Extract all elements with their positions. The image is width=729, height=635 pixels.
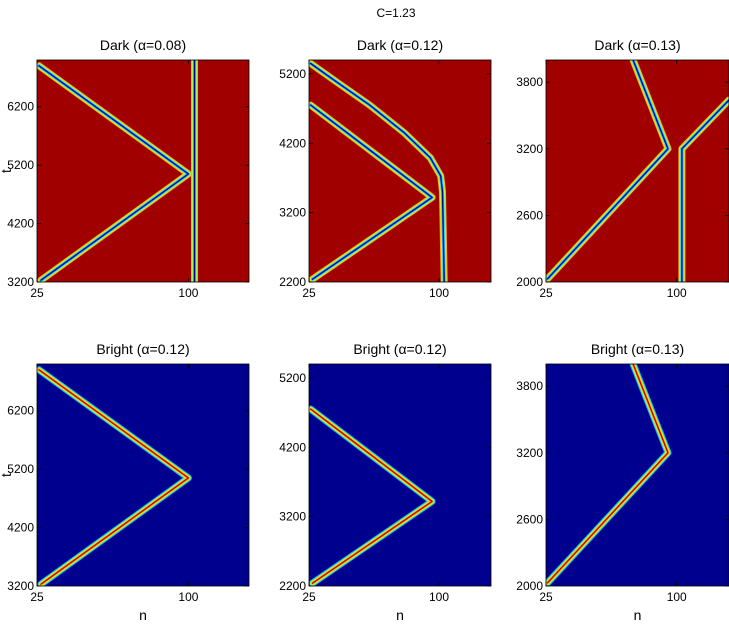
y-tick-label: 3800 <box>516 75 543 89</box>
y-axis-label: t <box>0 169 14 173</box>
trajectory-1 <box>37 366 192 586</box>
panel-4: Bright (α=0.12) 3200 4200 5200 6200 25 100 n t <box>0 341 250 623</box>
y-tick-label: 3200 <box>7 579 34 593</box>
x-tick-label: 100 <box>667 286 687 300</box>
y-tick-label: 3200 <box>279 206 306 220</box>
panel-title: Bright (α=0.12) <box>353 341 446 357</box>
y-tick-label: 5200 <box>279 67 306 81</box>
y-tick-label: 4200 <box>279 440 306 454</box>
x-tick-label: 25 <box>30 590 44 604</box>
trajectory-2 <box>309 101 436 282</box>
trajectory-1 <box>546 60 672 282</box>
panel-title: Dark (α=0.08) <box>100 37 186 53</box>
x-tick-label: 100 <box>178 590 198 604</box>
x-tick-label: 100 <box>667 590 687 604</box>
trajectory-1 <box>309 60 448 282</box>
panel-title: Bright (α=0.12) <box>96 341 189 357</box>
axes-frame <box>308 59 492 283</box>
y-tick-label: 2600 <box>516 512 543 526</box>
y-tick-label: 2600 <box>516 208 543 222</box>
y-tick-label: 6200 <box>7 404 34 418</box>
y-tick-label: 2200 <box>279 579 306 593</box>
panel-title: Dark (α=0.12) <box>357 37 443 53</box>
y-tick-label: 3800 <box>516 379 543 393</box>
trajectory-1 <box>37 62 192 282</box>
panel-title: Bright (α=0.13) <box>591 341 684 357</box>
y-tick-label: 2000 <box>516 275 543 289</box>
y-tick-label: 5200 <box>7 462 34 476</box>
heatmap-background <box>37 60 249 282</box>
y-tick-label: 3200 <box>7 275 34 289</box>
figure-title: C=1.23 <box>376 6 415 20</box>
x-tick-label: 100 <box>178 286 198 300</box>
axes-frame <box>545 59 729 283</box>
x-tick-label: 25 <box>539 286 553 300</box>
y-tick-label: 5200 <box>279 371 306 385</box>
panel-2: Dark (α=0.12) 2200 3200 4200 5200 25 100 <box>279 37 492 300</box>
axes-frame <box>36 59 250 283</box>
x-tick-label: 100 <box>429 286 449 300</box>
panel-5: Bright (α=0.12) 2200 3200 4200 5200 25 100 n <box>279 341 492 623</box>
axes-frame <box>36 363 250 587</box>
trajectory-1 <box>546 364 672 586</box>
x-axis-label: n <box>139 607 147 623</box>
x-tick-label: 25 <box>302 286 316 300</box>
panel-3: Dark (α=0.13) 2000 2600 3200 3800 25 100 <box>516 37 729 300</box>
trajectory-2 <box>678 96 729 282</box>
panel-title: Dark (α=0.13) <box>594 37 680 53</box>
trajectory-1 <box>309 405 436 586</box>
x-tick-label: 25 <box>539 590 553 604</box>
y-tick-label: 4200 <box>279 136 306 150</box>
y-tick-label: 3200 <box>516 446 543 460</box>
x-axis-label: n <box>634 607 642 623</box>
panel-6: Bright (α=0.13) 2000 2600 3200 3800 25 100 n <box>516 341 729 623</box>
y-tick-label: 3200 <box>279 510 306 524</box>
x-tick-label: 25 <box>302 590 316 604</box>
heatmap-background <box>37 364 249 586</box>
y-tick-label: 5200 <box>7 158 34 172</box>
panel-1: Dark (α=0.08) 3200 4200 5200 6200 25 100 t <box>0 37 250 300</box>
y-axis-label: t <box>0 473 14 477</box>
y-tick-label: 2000 <box>516 579 543 593</box>
y-tick-label: 6200 <box>7 100 34 114</box>
y-tick-label: 3200 <box>516 142 543 156</box>
axes-frame <box>545 363 729 587</box>
x-axis-label: n <box>396 607 404 623</box>
x-tick-label: 100 <box>429 590 449 604</box>
x-tick-label: 25 <box>30 286 44 300</box>
y-tick-label: 2200 <box>279 275 306 289</box>
axes-frame <box>308 363 492 587</box>
y-tick-label: 4200 <box>7 521 34 535</box>
y-tick-label: 4200 <box>7 217 34 231</box>
